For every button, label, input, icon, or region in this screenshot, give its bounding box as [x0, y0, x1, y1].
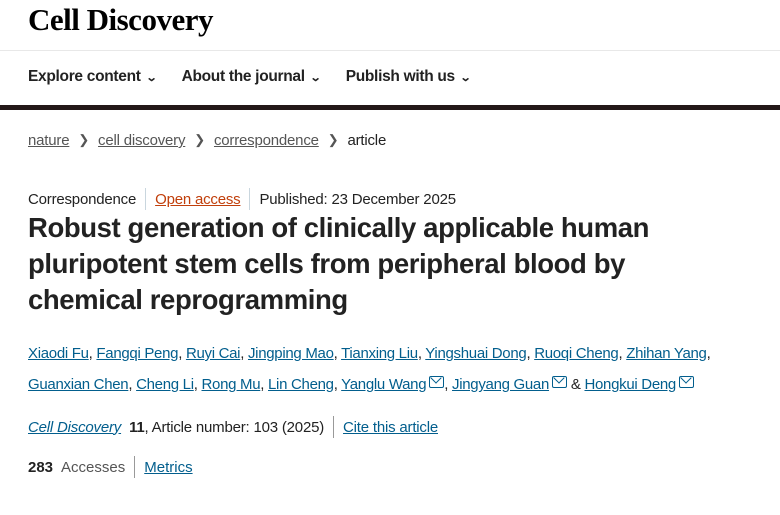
chevron-down-icon: ⌄	[145, 72, 157, 84]
author-link[interactable]: Fangqi Peng	[96, 345, 179, 362]
article-type: Correspondence	[28, 190, 137, 208]
chevron-down-icon: ⌄	[309, 72, 322, 84]
divider	[0, 50, 780, 51]
divider	[249, 188, 251, 210]
email-icon[interactable]	[429, 376, 445, 388]
divider	[145, 188, 147, 210]
breadcrumb-current: article	[347, 132, 387, 149]
main-nav: Explore content ⌄ About the journal ⌄ Publ…	[28, 68, 472, 86]
breadcrumb-cell-discovery[interactable]: cell discovery	[98, 132, 186, 149]
email-icon[interactable]	[678, 376, 694, 388]
chevron-down-icon: ⌄	[459, 72, 472, 84]
accesses-label: Accesses	[61, 458, 126, 476]
author-link[interactable]: Zhihan Yang	[626, 345, 707, 362]
nav-label: About the journal	[181, 68, 306, 85]
article-meta: Correspondence Open access Published: 23…	[28, 188, 456, 210]
volume: 11	[129, 418, 145, 436]
metrics-bar: 283 Accesses Metrics	[28, 456, 193, 478]
author-link[interactable]: Tianxing Liu	[341, 345, 418, 362]
accesses-count: 283	[28, 458, 54, 476]
author-link[interactable]: Lin Cheng	[268, 376, 334, 393]
author-link[interactable]: Guanxian Chen	[28, 376, 129, 393]
author-link[interactable]: Jingping Mao	[247, 345, 334, 362]
chevron-right-icon: ❯	[327, 132, 339, 147]
author-link[interactable]: Yanglu Wang	[341, 376, 427, 393]
nav-label: Publish with us	[345, 68, 455, 85]
divider	[333, 416, 335, 438]
author-link[interactable]: Jingyang Guan	[452, 376, 550, 393]
email-icon[interactable]	[552, 376, 568, 388]
nav-about-journal[interactable]: About the journal ⌄	[181, 68, 322, 86]
journal-link[interactable]: Cell Discovery	[28, 418, 122, 436]
author-link[interactable]: Cheng Li	[136, 376, 194, 393]
nav-explore-content[interactable]: Explore content ⌄	[28, 68, 157, 86]
metrics-link[interactable]: Metrics	[144, 458, 193, 476]
nav-publish-with-us[interactable]: Publish with us ⌄	[345, 68, 472, 86]
chevron-right-icon: ❯	[78, 132, 90, 147]
article-number: , Article number: 103 (2025)	[144, 418, 325, 436]
open-access-link[interactable]: Open access	[155, 190, 241, 208]
author-link[interactable]: Ruyi Cai	[185, 345, 241, 362]
author-link[interactable]: Yingshuai Dong	[425, 345, 527, 362]
author-link[interactable]: Xiaodi Fu	[28, 345, 89, 362]
chevron-right-icon: ❯	[194, 132, 205, 147]
nav-label: Explore content	[28, 68, 141, 85]
author-link[interactable]: Rong Mu	[201, 376, 261, 393]
breadcrumb-correspondence[interactable]: correspondence	[213, 132, 319, 149]
author-link[interactable]: Hongkui Deng	[584, 376, 676, 393]
breadcrumb: nature ❯ cell discovery ❯ correspondence…	[28, 132, 386, 149]
journal-logo[interactable]: Cell Discovery	[28, 2, 213, 37]
author-link[interactable]: Ruoqi Cheng	[534, 345, 619, 362]
header-bar	[0, 105, 780, 110]
article-title: Robust generation of clinically applicab…	[28, 212, 650, 315]
published-date: Published: 23 December 2025	[259, 190, 456, 208]
author-list: Xiaodi Fu, Fangqi Peng, Ruyi Cai, Jingpi…	[28, 345, 711, 393]
divider	[134, 456, 136, 478]
breadcrumb-nature[interactable]: nature	[28, 132, 70, 149]
cite-this-article-link[interactable]: Cite this article	[343, 418, 438, 436]
citation: Cell Discovery 11 , Article number: 103 …	[28, 416, 438, 438]
